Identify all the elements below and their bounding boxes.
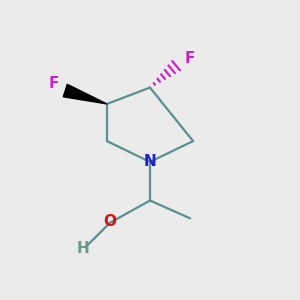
Text: F: F <box>48 76 59 91</box>
Text: H: H <box>77 241 89 256</box>
Text: N: N <box>144 154 156 169</box>
Polygon shape <box>63 84 107 104</box>
Text: F: F <box>185 51 195 66</box>
Text: O: O <box>103 214 116 229</box>
